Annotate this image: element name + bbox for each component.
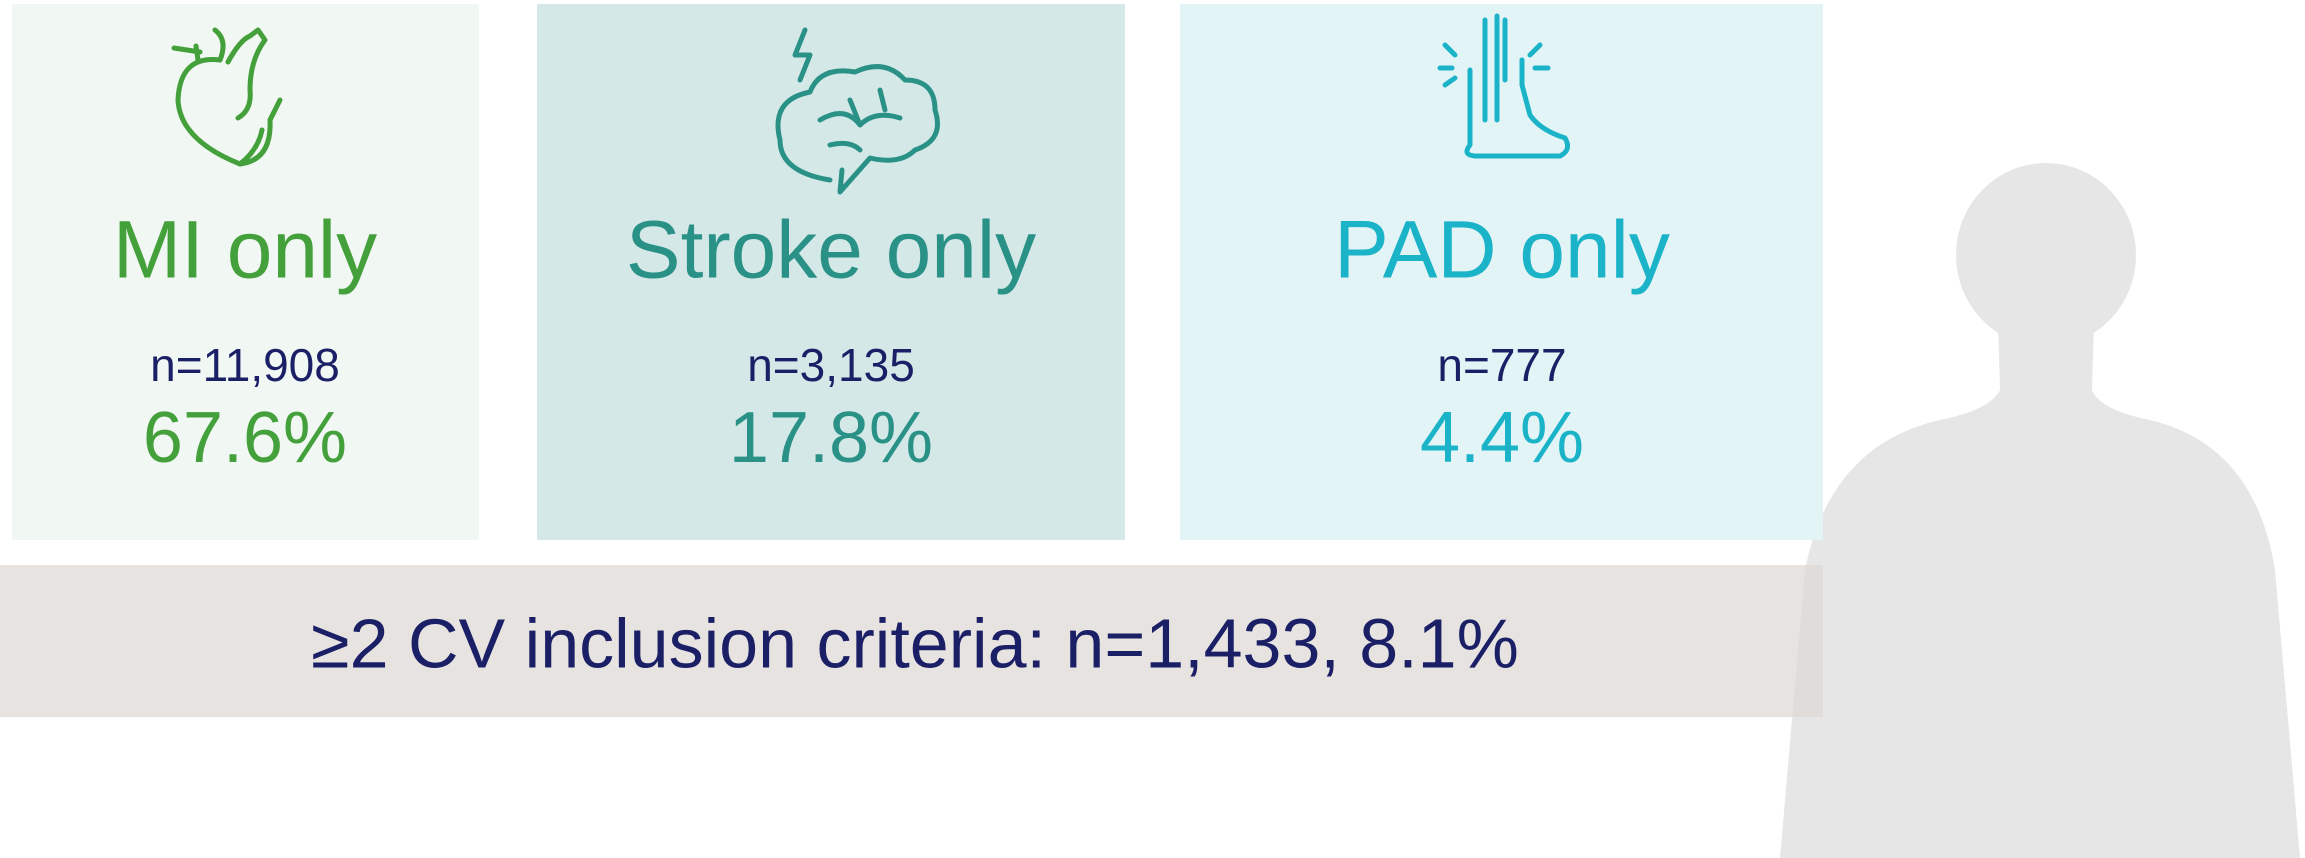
panel-title: MI only [113, 205, 377, 296]
panel-count: n=3,135 [747, 339, 915, 391]
panel-percent: 67.6% [143, 398, 347, 478]
footer-text: ≥2 CV inclusion criteria: n=1,433, 8.1% [311, 604, 1519, 682]
panel-count: n=777 [1437, 339, 1566, 391]
silhouette-body [1780, 320, 2300, 858]
panel-title: PAD only [1334, 205, 1670, 296]
panel-title: Stroke only [626, 205, 1036, 296]
panel-percent: 17.8% [729, 398, 933, 478]
panel-count: n=11,908 [150, 339, 340, 391]
infographic: MI only n=11,908 67.6% Stroke only n=3,1… [0, 0, 2305, 858]
person-silhouette [1780, 163, 2300, 858]
panel-percent: 4.4% [1420, 398, 1584, 478]
silhouette-head [1956, 163, 2136, 347]
